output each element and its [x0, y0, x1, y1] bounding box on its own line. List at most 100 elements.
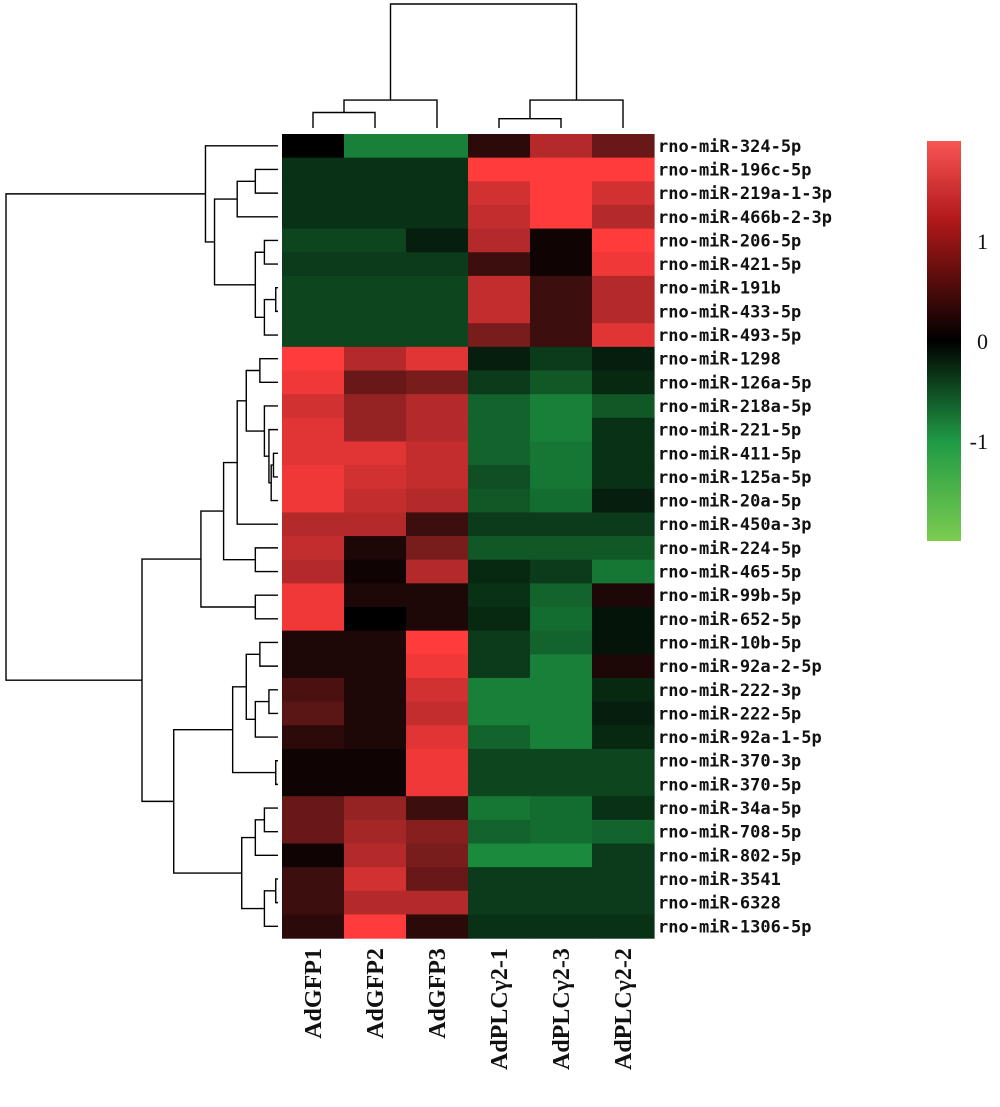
row-dendrogram-branch: [254, 251, 265, 318]
heatmap-cell: [282, 654, 345, 679]
heatmap-cell: [530, 157, 593, 182]
row-label: rno-miR-466b-2-3p: [658, 208, 832, 228]
heatmap-cell: [592, 654, 655, 679]
heatmap-cell: [592, 394, 655, 419]
heatmap-cell: [282, 465, 345, 490]
heatmap-cell: [592, 441, 655, 466]
heatmap-cell: [468, 417, 531, 443]
column-labels: AdGFP1 AdGFP2 AdGFP3 AdPLCγ2-1 AdPLCγ2-3 AdPL…: [301, 948, 637, 1070]
row-dendrogram-branch: [241, 836, 265, 910]
heatmap-cell: [468, 559, 531, 584]
heatmap-cell: [406, 181, 469, 206]
heatmap-cell: [344, 559, 407, 584]
heatmap-cell: [344, 465, 407, 490]
heatmap-cell: [282, 299, 345, 324]
heatmap-cell: [530, 181, 593, 206]
heatmap-cell: [344, 299, 407, 324]
heatmap-cell: [530, 748, 593, 774]
heatmap-cell: [468, 772, 531, 797]
heatmap-cell: [468, 890, 531, 916]
row-label: rno-miR-218a-5p: [658, 397, 812, 417]
row-dendrogram-branch: [254, 547, 278, 573]
heatmap-cell: [406, 370, 469, 395]
heatmap-cell: [406, 228, 469, 253]
heatmap-cell: [468, 157, 531, 182]
heatmap-cell: [468, 819, 531, 845]
row-label: rno-miR-3541: [658, 870, 781, 890]
heatmap-cell: [344, 346, 407, 372]
heatmap-cell: [468, 134, 531, 159]
row-label: rno-miR-219a-1-3p: [658, 184, 832, 204]
row-dendrogram-branch: [254, 168, 278, 194]
row-dendrogram-branch: [213, 198, 256, 286]
heatmap-cell: [530, 819, 593, 845]
heatmap-cell: [406, 890, 469, 916]
row-label: rno-miR-10b-5p: [658, 633, 801, 653]
heatmap-cell: [468, 914, 531, 939]
heatmap-cell: [282, 701, 345, 726]
row-dendrogram-branch: [268, 689, 278, 715]
heatmap-cell: [344, 890, 407, 916]
row-dendrogram-branch: [275, 760, 278, 786]
heatmap-cell: [468, 181, 531, 206]
heatmap-cell: [592, 370, 655, 395]
heatmap-cell: [344, 204, 407, 230]
heatmap-cell: [530, 772, 593, 797]
heatmap-cell: [592, 417, 655, 443]
heatmap-cell: [592, 914, 655, 939]
legend-tick-label: 0: [977, 329, 988, 354]
heatmap-cell: [468, 677, 531, 703]
heatmap-cell: [530, 370, 593, 395]
heatmap-cell: [468, 725, 531, 750]
row-dendrogram-branch: [254, 700, 278, 738]
heatmap-cell: [282, 583, 345, 608]
heatmap-cell: [406, 725, 469, 750]
row-dendrogram-branch: [275, 878, 278, 904]
row-label: rno-miR-433-5p: [658, 302, 801, 322]
heatmap-cell: [530, 843, 593, 868]
row-dendrogram-branch: [245, 653, 260, 721]
heatmap-cell: [530, 204, 593, 230]
row-dendrogram-branch: [263, 807, 278, 833]
heatmap-cell: [592, 346, 655, 372]
heatmap-cell: [282, 677, 345, 703]
heatmap-cell: [592, 677, 655, 703]
heatmap-cell: [530, 394, 593, 419]
heatmap-cell: [344, 228, 407, 253]
heatmap-cell: [344, 654, 407, 679]
heatmap-cell: [592, 630, 655, 655]
column-dendrogram: [312, 3, 624, 128]
heatmap-cell: [592, 299, 655, 324]
column-dendrogram-branch: [389, 3, 578, 101]
heatmap-cell: [468, 583, 531, 608]
heatmap-cell: [282, 867, 345, 892]
heatmap-cell: [530, 346, 593, 372]
row-dendrogram-branch: [173, 728, 242, 874]
heatmap-cell: [344, 157, 407, 182]
heatmap-cell: [406, 536, 469, 561]
heatmap-cell: [592, 252, 655, 277]
row-label: rno-miR-802-5p: [658, 846, 801, 866]
row-label: rno-miR-465-5p: [658, 563, 801, 583]
heatmap-cell: [406, 299, 469, 324]
legend-tick-label: 1: [977, 229, 988, 254]
heatmap-cell: [530, 654, 593, 679]
heatmap-cell: [344, 607, 407, 632]
heatmap-cell: [282, 607, 345, 632]
row-dendrogram-branch: [236, 400, 278, 525]
heatmap-cell: [282, 890, 345, 916]
column-label: AdGFP3: [425, 948, 451, 1039]
row-label: rno-miR-20a-5p: [658, 492, 801, 512]
column-label: AdGFP1: [301, 948, 327, 1039]
heatmap-cell: [530, 701, 593, 726]
row-dendrogram-branch: [254, 594, 278, 620]
heatmap-cell: [406, 819, 469, 845]
heatmap-cell: [406, 275, 469, 301]
heatmap-cell: [344, 252, 407, 277]
heatmap-cell: [592, 275, 655, 301]
heatmap-cell: [344, 394, 407, 419]
heatmap-cell: [344, 441, 407, 466]
heatmap-cell: [592, 181, 655, 206]
column-dendrogram-branch: [498, 118, 562, 128]
row-label: rno-miR-222-5p: [658, 704, 801, 724]
